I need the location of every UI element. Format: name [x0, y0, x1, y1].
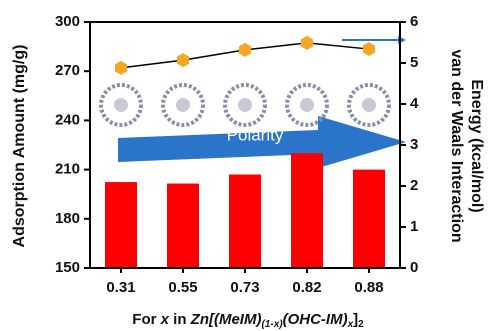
- y2-tick-label: 0: [410, 259, 418, 276]
- line-marker: [177, 53, 189, 67]
- x-label-part: Zn[(MeIM): [190, 311, 262, 328]
- y-tick-label: 300: [55, 13, 80, 30]
- y-tick-label: 150: [55, 259, 80, 276]
- line-marker: [363, 42, 375, 56]
- line-marker: [239, 43, 251, 57]
- line-marker: [115, 61, 127, 75]
- y-tick-label: 240: [55, 111, 80, 128]
- molecule-images: [101, 85, 389, 125]
- y2-tick-label: 6: [410, 13, 418, 30]
- x-label-part: (OHC-IM): [283, 311, 348, 328]
- x-label-part: For: [132, 311, 160, 328]
- y2-tick-label: 2: [410, 177, 418, 194]
- chart: Polarity Adsorption Amount (mg/g) van de…: [0, 0, 493, 331]
- bar: [291, 153, 323, 268]
- bar: [105, 182, 137, 268]
- molecule-core: [114, 98, 128, 112]
- y2-tick-label: 4: [410, 95, 419, 112]
- y2-axis-label: Energy (kcal/mol): [468, 79, 485, 212]
- bar: [167, 184, 199, 268]
- x-axis-label: For x in Zn[(MeIM)(1-x)(OHC-IM)x]2: [132, 311, 364, 330]
- y-axis-label: Adsorption Amount (mg/g): [11, 45, 28, 248]
- y2-tick-label: 3: [410, 136, 418, 153]
- molecule-core: [176, 98, 190, 112]
- line-marker: [301, 36, 313, 50]
- bar: [229, 175, 261, 268]
- y-tick-label: 180: [55, 210, 80, 227]
- x-tick-label: 0.82: [292, 279, 321, 296]
- y2-tick-label: 5: [410, 54, 418, 71]
- x-tick-label: 0.88: [354, 279, 383, 296]
- molecule-core: [362, 98, 376, 112]
- x-tick-label: 0.31: [106, 279, 135, 296]
- y2-tick-label: 1: [410, 218, 418, 235]
- x-label-part: in: [169, 311, 191, 328]
- annotation: Polarity: [227, 125, 284, 144]
- x-label-part: (1-x): [261, 319, 283, 330]
- y2-axis-label: van der Waals Interaction: [448, 49, 465, 242]
- x-label-part: 2: [358, 319, 364, 330]
- y-tick-label: 270: [55, 62, 80, 79]
- molecule-core: [300, 98, 314, 112]
- x-tick-label: 0.55: [168, 279, 197, 296]
- bar: [353, 170, 385, 268]
- molecule-core: [238, 98, 252, 112]
- y-tick-label: 210: [55, 161, 80, 178]
- x-tick-label: 0.73: [230, 279, 259, 296]
